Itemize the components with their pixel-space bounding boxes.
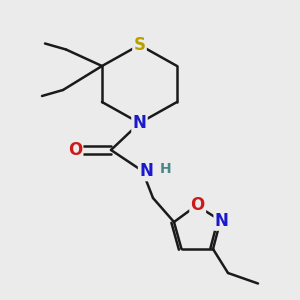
Text: O: O	[190, 196, 205, 214]
Text: N: N	[139, 162, 153, 180]
Text: O: O	[68, 141, 82, 159]
Text: S: S	[134, 36, 146, 54]
Text: N: N	[133, 114, 146, 132]
Text: N: N	[215, 212, 229, 230]
Text: H: H	[160, 162, 172, 176]
